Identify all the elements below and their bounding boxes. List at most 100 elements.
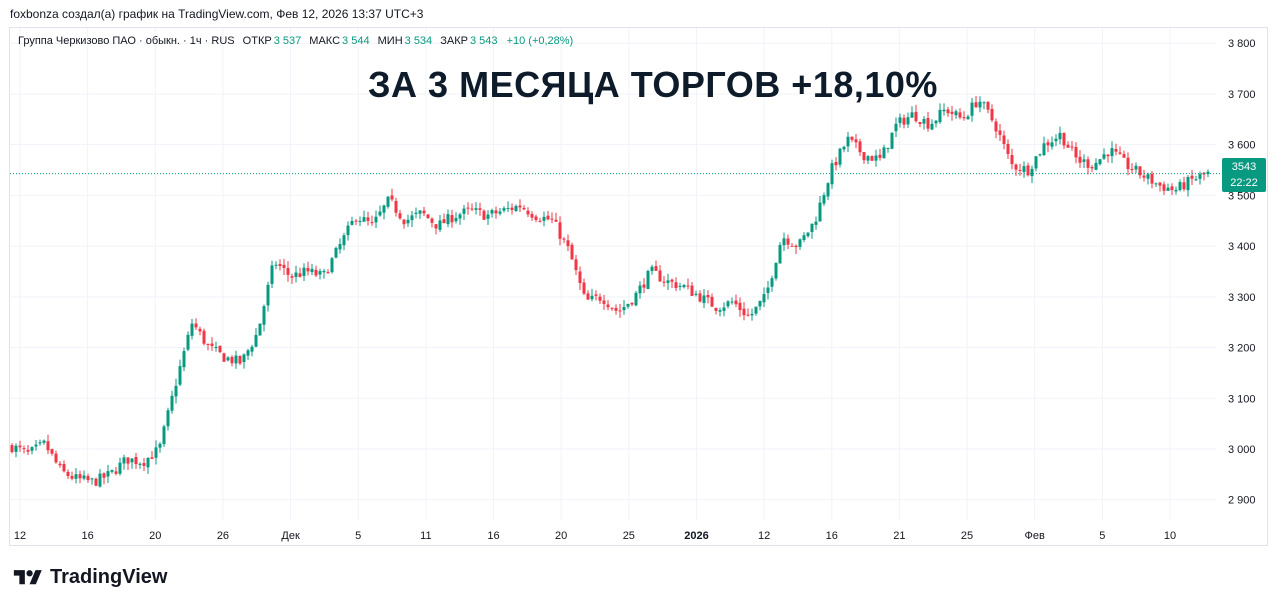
candle-body bbox=[954, 111, 958, 116]
candle-body bbox=[326, 272, 330, 274]
candle-body bbox=[1162, 184, 1166, 191]
candle-body bbox=[178, 366, 182, 385]
candle-body bbox=[610, 307, 614, 309]
y-tick-label: 3 800 bbox=[1228, 38, 1256, 50]
candle-body bbox=[390, 195, 394, 200]
candle-body bbox=[230, 356, 234, 364]
candle-body bbox=[374, 216, 378, 223]
candle-body bbox=[826, 183, 830, 197]
candle-body bbox=[1190, 175, 1194, 179]
candle-body bbox=[438, 220, 442, 230]
candle-body bbox=[1054, 138, 1058, 142]
candle-body bbox=[298, 273, 302, 277]
candle-body bbox=[442, 219, 446, 224]
candle-body bbox=[1186, 177, 1190, 191]
candle-body bbox=[722, 307, 726, 311]
candle-body bbox=[162, 426, 166, 445]
candle-body bbox=[1070, 146, 1074, 148]
candle-body bbox=[1142, 175, 1146, 178]
tradingview-logo-icon bbox=[13, 569, 42, 584]
candle-body bbox=[618, 310, 622, 312]
symbol-description[interactable]: Группа Черкизово ПАО · обыкн. · 1ч · RUS bbox=[18, 35, 235, 47]
candle-body bbox=[822, 195, 826, 204]
x-tick-label: 16 bbox=[82, 530, 94, 542]
candle-body bbox=[402, 219, 406, 225]
candle-body bbox=[930, 123, 934, 130]
candle-body bbox=[158, 443, 162, 448]
candle-body bbox=[530, 213, 534, 218]
candle-body bbox=[842, 146, 846, 150]
candle-body bbox=[218, 345, 222, 353]
candle-body bbox=[554, 219, 558, 222]
candle-body bbox=[1174, 189, 1178, 192]
candle-body bbox=[854, 139, 858, 143]
high-value: 3 544 bbox=[342, 35, 370, 47]
candle-body bbox=[734, 300, 738, 305]
candle-body bbox=[198, 328, 202, 332]
candle-body bbox=[1134, 165, 1138, 170]
change-value: +10 (+0,28%) bbox=[506, 35, 574, 47]
candle-body bbox=[714, 307, 718, 311]
y-tick-label: 3 000 bbox=[1228, 444, 1256, 456]
candle-body bbox=[30, 447, 34, 451]
candle-body bbox=[130, 458, 134, 463]
candle-body bbox=[1018, 170, 1022, 172]
candle-body bbox=[1078, 156, 1082, 163]
candle-body bbox=[894, 123, 898, 132]
candle-body bbox=[846, 136, 850, 147]
candle-body bbox=[690, 285, 694, 296]
candle-body bbox=[34, 444, 38, 447]
candle-body bbox=[754, 306, 758, 314]
candle-body bbox=[258, 323, 262, 336]
y-tick-label: 3 500 bbox=[1228, 190, 1256, 202]
candle-body bbox=[662, 281, 666, 283]
candle-body bbox=[950, 111, 954, 114]
candle-body bbox=[934, 120, 938, 124]
x-tick-label: Фев bbox=[1025, 530, 1045, 542]
candle-body bbox=[1066, 144, 1070, 148]
candle-body bbox=[42, 440, 46, 443]
x-tick-label: 26 bbox=[217, 530, 229, 542]
candle-body bbox=[526, 210, 530, 215]
candle-body bbox=[706, 295, 710, 298]
candle-body bbox=[1058, 132, 1062, 140]
candle-body bbox=[910, 112, 914, 118]
candle-body bbox=[874, 155, 878, 161]
open-value: 3 537 bbox=[273, 35, 302, 47]
x-tick-label: Дек bbox=[281, 530, 300, 542]
candle-body bbox=[890, 132, 894, 149]
candle-body bbox=[646, 270, 650, 289]
candle-body bbox=[622, 307, 626, 311]
candle-body bbox=[486, 214, 490, 219]
candle-body bbox=[862, 152, 866, 161]
candle-body bbox=[898, 117, 902, 124]
open-label: ОТКР bbox=[242, 35, 272, 47]
candle-body bbox=[134, 457, 138, 465]
candle-body bbox=[590, 295, 594, 300]
candle-body bbox=[834, 161, 838, 166]
candle-body bbox=[1138, 166, 1142, 176]
candle-body bbox=[102, 473, 106, 478]
candle-body bbox=[154, 447, 158, 458]
candle-body bbox=[354, 220, 358, 222]
candle-body bbox=[118, 462, 122, 474]
candle-body bbox=[254, 334, 258, 347]
candle-body bbox=[314, 269, 318, 276]
candle-body bbox=[190, 323, 194, 336]
candle-body bbox=[966, 116, 970, 120]
y-tick-label: 3 600 bbox=[1228, 140, 1256, 152]
candle-body bbox=[546, 215, 550, 220]
candle-body bbox=[778, 244, 782, 264]
chart-pane[interactable] bbox=[9, 27, 1268, 546]
candle-body bbox=[994, 121, 998, 132]
candle-body bbox=[450, 215, 454, 223]
candle-body bbox=[550, 218, 554, 220]
tradingview-logo[interactable]: TradingView bbox=[12, 566, 167, 589]
candle-body bbox=[1038, 154, 1042, 156]
candle-body bbox=[26, 449, 30, 452]
candle-body bbox=[1094, 162, 1098, 170]
candle-body bbox=[1074, 147, 1078, 158]
candle-body bbox=[870, 156, 874, 161]
candle-body bbox=[630, 302, 634, 305]
